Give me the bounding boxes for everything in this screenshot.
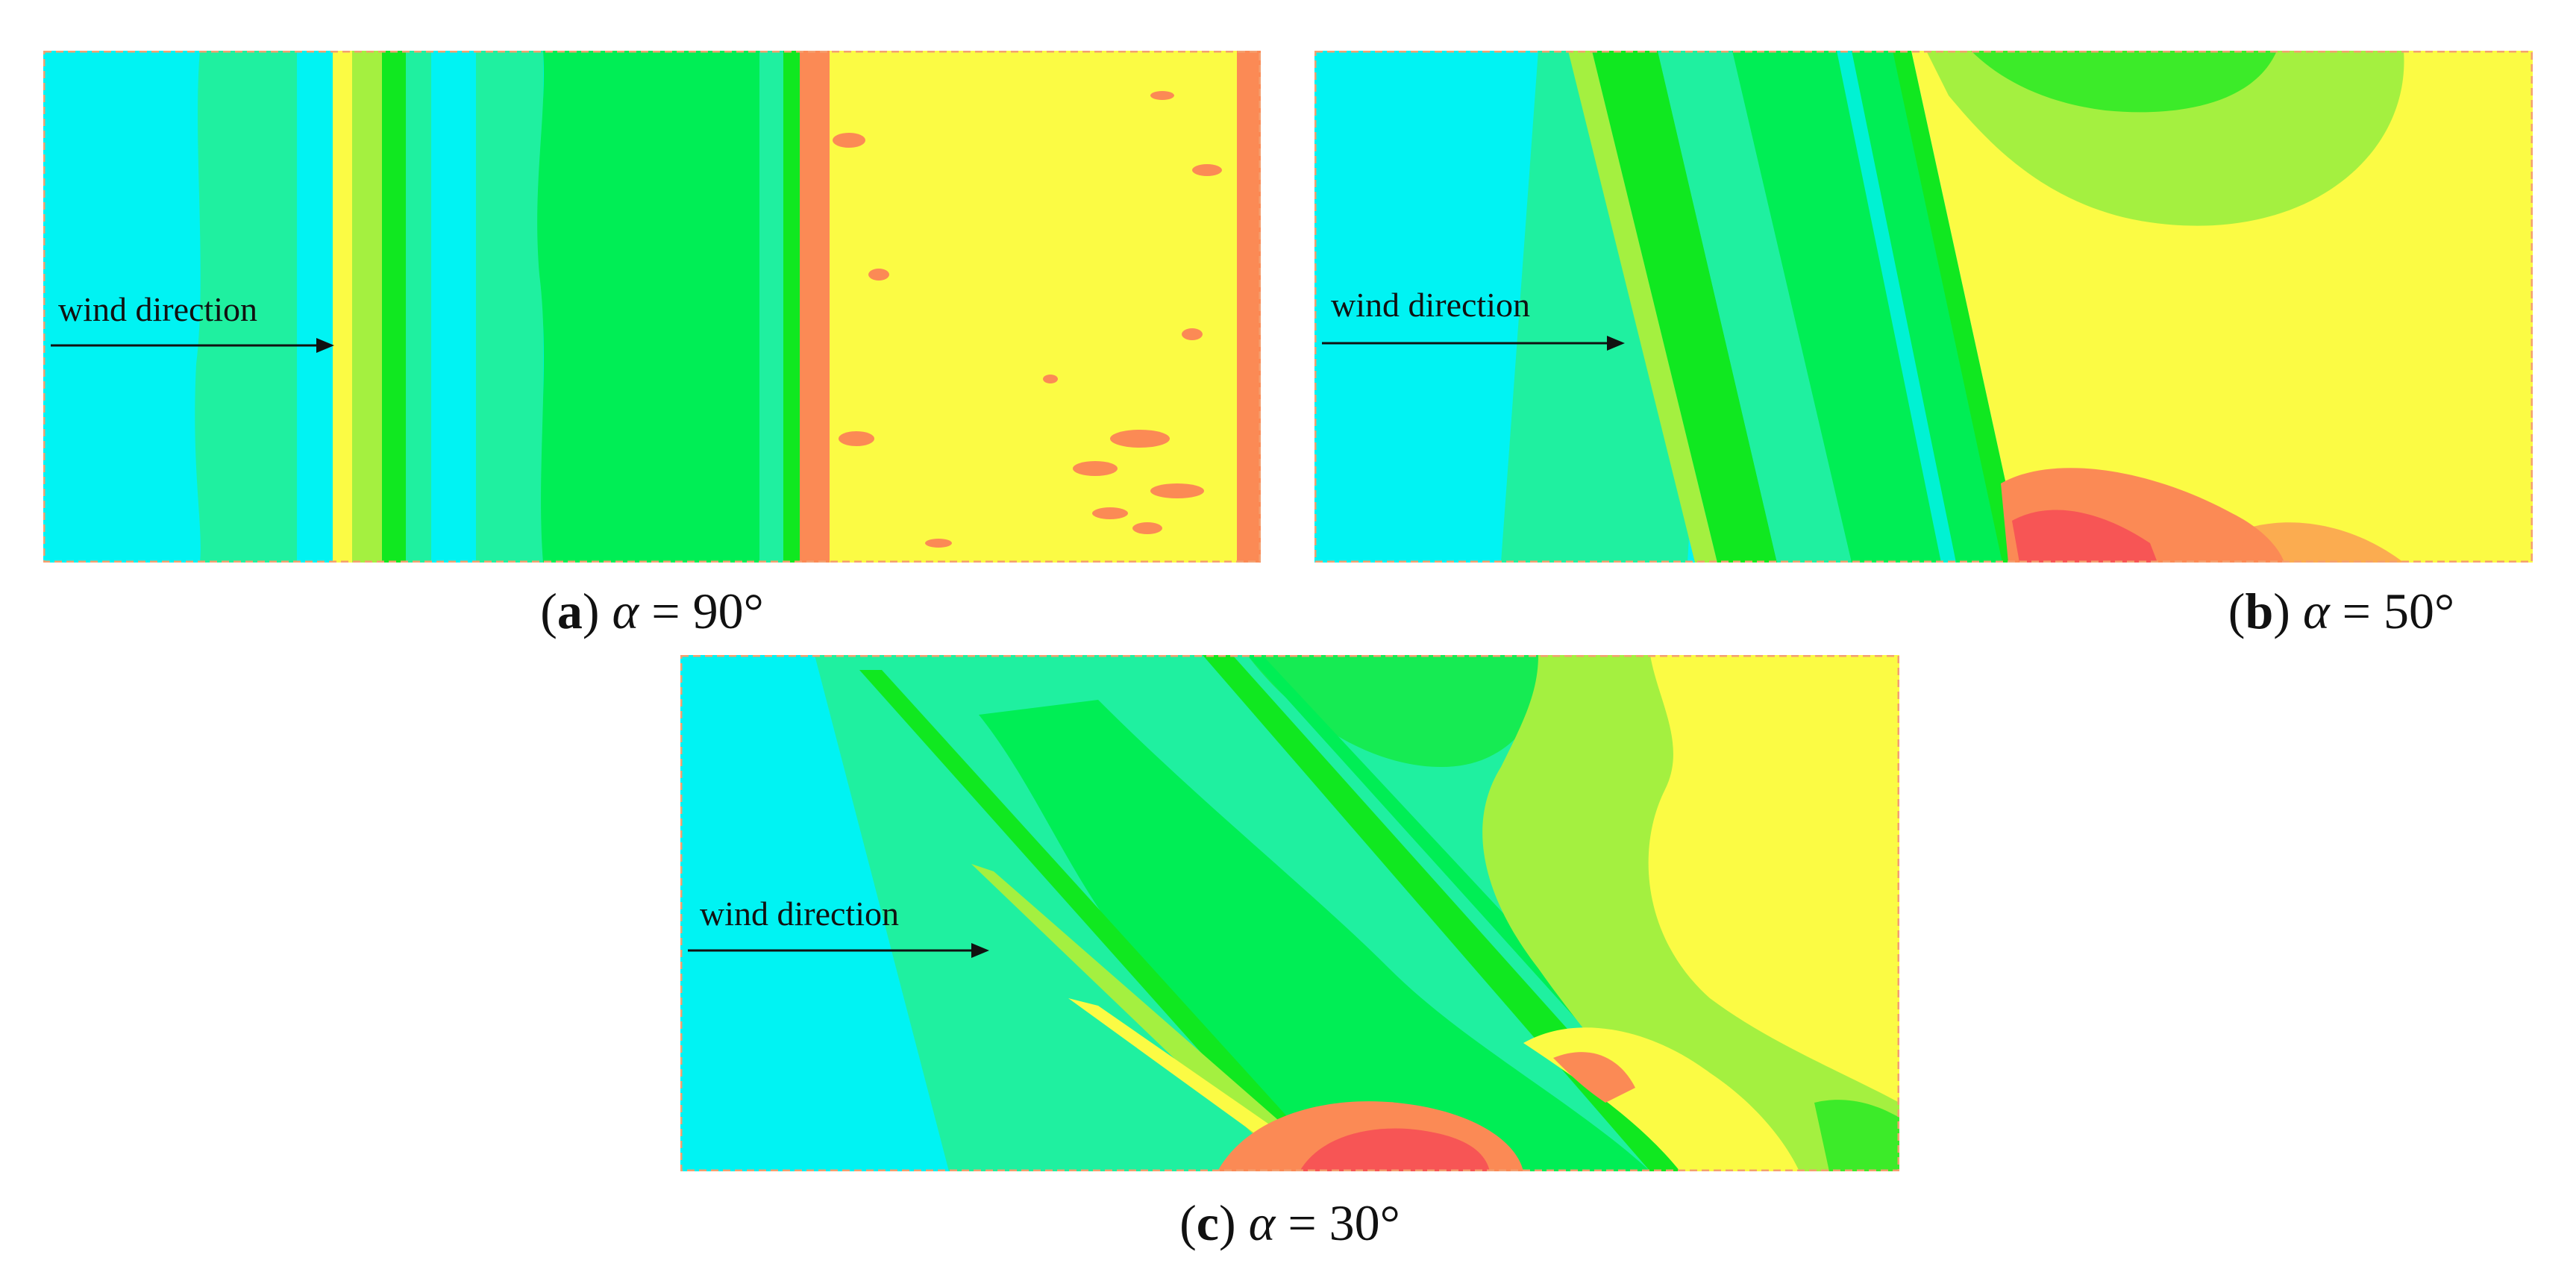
fence-streak <box>1893 51 2023 563</box>
caption-value: = 90° <box>651 583 764 639</box>
contour-band <box>352 51 382 563</box>
contour-band <box>830 51 1261 563</box>
wind-arrow-head <box>1607 336 1625 351</box>
caption-value: = 50° <box>2342 583 2455 639</box>
contour-band <box>783 51 800 563</box>
contour-band <box>1971 51 2277 113</box>
fence-streak <box>859 670 1337 1171</box>
contour-band <box>1732 51 1971 563</box>
wind-arrow-head <box>316 338 334 353</box>
panel-frame <box>680 655 1899 1171</box>
caption-symbol: α <box>2302 583 2330 639</box>
contour-panel-a: wind direction <box>43 51 1261 563</box>
contour-band <box>1814 1100 1899 1171</box>
panel-frame <box>43 51 1261 563</box>
contour-band <box>537 51 715 563</box>
contour-band <box>406 51 431 563</box>
contour-band <box>1553 1052 1635 1103</box>
contour-band <box>715 51 759 563</box>
contour-band <box>979 700 1650 1171</box>
fence-streak <box>800 51 830 563</box>
contour-band <box>1592 51 1777 563</box>
contour-band <box>2240 522 2404 563</box>
contour-panel-b: wind direction <box>1314 51 2533 563</box>
wind-direction-label: wind direction <box>58 290 257 328</box>
caption-letter: b <box>2245 583 2274 639</box>
caption-value: = 30° <box>1288 1194 1400 1251</box>
contour-band <box>1237 51 1261 563</box>
caption-symbol: α <box>612 583 639 639</box>
contour-band <box>382 51 406 563</box>
contour-band <box>431 51 476 563</box>
caption-letter: a <box>557 583 583 639</box>
contour-map-a: wind direction <box>43 51 1261 563</box>
caption-symbol: α <box>1248 1194 1276 1251</box>
contour-band <box>1852 51 2008 563</box>
wind-direction-label: wind direction <box>700 895 899 933</box>
speckle-group <box>833 91 1222 548</box>
contour-band <box>2012 510 2157 563</box>
caption-letter: c <box>1196 1194 1219 1251</box>
contour-map-c: wind direction <box>680 655 1899 1171</box>
contour-panel-c: wind direction <box>680 655 1899 1171</box>
wind-arrow-head <box>971 943 989 958</box>
contour-band <box>1648 655 1899 1103</box>
contour-band <box>1247 655 1561 767</box>
contour-band <box>759 51 783 563</box>
caption-a: (a) α = 90° <box>540 583 764 639</box>
fence-streak <box>971 864 1337 1171</box>
panel-frame <box>1314 51 2533 563</box>
fence-streak <box>1568 51 1717 563</box>
wind-direction-label: wind direction <box>1331 286 1530 324</box>
contour-band <box>195 51 297 563</box>
contour-band <box>1300 1128 1490 1171</box>
caption-b: (b) α = 50° <box>2228 583 2455 639</box>
caption-c: (c) α = 30° <box>1179 1194 1400 1251</box>
contour-band <box>476 51 543 563</box>
contour-map-b: wind direction <box>1314 51 2533 563</box>
fence-streak <box>333 51 352 563</box>
